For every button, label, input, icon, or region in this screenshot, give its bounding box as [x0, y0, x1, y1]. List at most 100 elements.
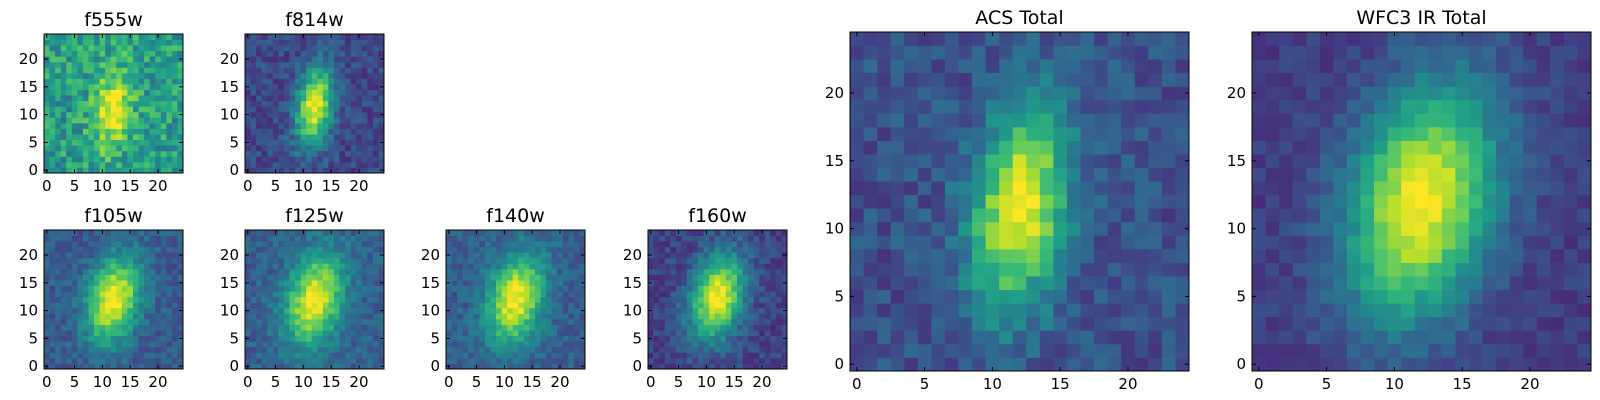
heatmap-cell [77, 111, 84, 118]
heatmap-cell [350, 117, 357, 124]
heatmap-cell [350, 72, 357, 79]
heatmap-cell [931, 45, 946, 60]
heatmap-cell [999, 32, 1014, 46]
heatmap-cell [551, 263, 558, 270]
heatmap-cell [518, 302, 525, 309]
heatmap-cell [138, 95, 145, 102]
heatmap-cell [1346, 235, 1361, 250]
heatmap-cell [361, 167, 368, 174]
heatmap-cell [116, 145, 123, 152]
heatmap-cell [378, 134, 385, 141]
heatmap-cell [166, 252, 173, 259]
heatmap-cell [245, 134, 251, 141]
heatmap-cell [71, 134, 78, 141]
heatmap-cell [267, 145, 274, 152]
heatmap-cell [177, 263, 184, 270]
heatmap-cell [328, 291, 335, 298]
heatmap-cell [698, 341, 704, 348]
heatmap-cell [518, 285, 525, 292]
heatmap-cell [748, 280, 755, 286]
heatmap-cell [518, 263, 525, 270]
heatmap-cell [110, 313, 117, 320]
heatmap-cell [781, 246, 788, 253]
heatmap-cell [177, 291, 184, 298]
heatmap-cell [350, 280, 357, 286]
heatmap-cell [132, 145, 139, 152]
heatmap-cell [931, 140, 946, 155]
heatmap-cell [736, 246, 743, 253]
heatmap-cell [245, 95, 251, 102]
heatmap-cell [60, 274, 67, 281]
heatmap-cell [1026, 303, 1041, 318]
heatmap-cell [77, 61, 84, 68]
heatmap-cell [1468, 208, 1483, 223]
heatmap-cell [372, 128, 379, 135]
heatmap-cell [653, 241, 660, 248]
heatmap-cell [1414, 357, 1429, 372]
heatmap-cell [105, 61, 112, 68]
heatmap-cell [160, 235, 167, 242]
heatmap-cell [278, 318, 285, 325]
heatmap-cell [283, 313, 290, 320]
heatmap-cell [138, 246, 145, 253]
heatmap-cell [171, 111, 178, 118]
heatmap-cell [473, 330, 480, 337]
heatmap-cell [378, 341, 385, 348]
heatmap-cell [144, 363, 151, 370]
heatmap-cell [55, 34, 62, 40]
heatmap-cell [311, 274, 318, 281]
heatmap-cell [289, 95, 296, 102]
heatmap-cell [944, 45, 959, 60]
heatmap-cell [283, 246, 290, 253]
heatmap-cell [863, 276, 878, 291]
heatmap-cell [88, 307, 95, 314]
heatmap-cell [160, 161, 167, 168]
heatmap-cell [748, 235, 755, 242]
heatmap-cell [99, 78, 106, 85]
heatmap-cell [99, 139, 106, 146]
heatmap-cell [484, 235, 491, 242]
frame-f160w [647, 229, 788, 370]
heatmap-cell [546, 324, 553, 331]
heatmap-cell [462, 235, 469, 242]
heatmap-cell [94, 230, 100, 236]
heatmap-cell [361, 67, 368, 74]
heatmap-cell [250, 335, 257, 342]
heatmap-cell [863, 72, 878, 87]
heatmap-cell [958, 140, 973, 155]
heatmap-cell [367, 285, 374, 292]
heatmap-cell [149, 128, 156, 135]
heatmap-cell [300, 235, 307, 242]
heatmap-cell [534, 324, 541, 331]
heatmap-cell [534, 363, 541, 370]
heatmap-cell [132, 335, 139, 342]
heatmap-cell [49, 246, 56, 253]
heatmap-cell [462, 268, 469, 275]
heatmap-cell [261, 95, 268, 102]
heatmap-cell [127, 100, 134, 107]
heatmap-cell [138, 61, 145, 68]
heatmap-cell [1066, 45, 1081, 60]
heatmap-cell [311, 324, 318, 331]
heatmap-cell [60, 307, 67, 314]
heatmap-cell [99, 134, 106, 141]
heatmap-cell [473, 313, 480, 320]
heatmap-cell [670, 318, 677, 325]
heatmap-cell [1094, 86, 1109, 101]
x-tick-label: 5 [70, 373, 80, 391]
heatmap-cell [132, 89, 139, 96]
heatmap-cell [44, 313, 50, 320]
heatmap-cell [311, 128, 318, 135]
heatmap-cell [850, 99, 864, 114]
heatmap-cell [1080, 248, 1095, 263]
heatmap-cell [1012, 181, 1027, 196]
heatmap-cell [1161, 32, 1176, 46]
heatmap-cell [171, 39, 178, 46]
heatmap-cell [49, 313, 56, 320]
heatmap-cell [1292, 343, 1307, 358]
heatmap-cell [127, 246, 134, 253]
heatmap-cell [764, 263, 771, 270]
heatmap-cell [890, 45, 905, 60]
heatmap-cell [306, 313, 313, 320]
heatmap-cell [770, 246, 777, 253]
